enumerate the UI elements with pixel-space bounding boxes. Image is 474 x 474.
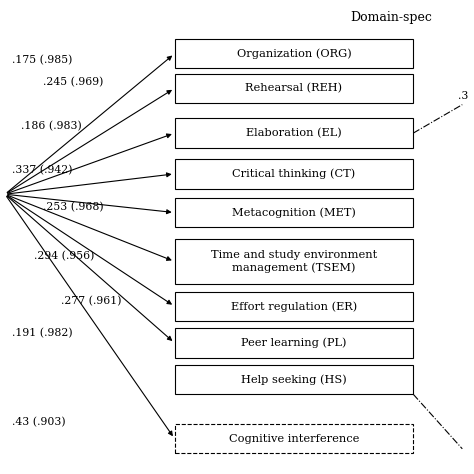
FancyBboxPatch shape bbox=[174, 198, 413, 227]
Text: Help seeking (HS): Help seeking (HS) bbox=[241, 374, 347, 385]
Text: Domain-spec: Domain-spec bbox=[351, 11, 433, 24]
FancyBboxPatch shape bbox=[174, 159, 413, 189]
FancyBboxPatch shape bbox=[174, 365, 413, 394]
Text: .43 (.903): .43 (.903) bbox=[12, 417, 65, 428]
Text: Metacognition (MET): Metacognition (MET) bbox=[232, 207, 356, 218]
Text: Elaboration (EL): Elaboration (EL) bbox=[246, 128, 342, 138]
FancyBboxPatch shape bbox=[174, 239, 413, 284]
Text: Peer learning (PL): Peer learning (PL) bbox=[241, 337, 346, 348]
Text: .191 (.982): .191 (.982) bbox=[12, 328, 73, 338]
Text: .3: .3 bbox=[458, 91, 468, 100]
Text: .337 (.942): .337 (.942) bbox=[12, 164, 72, 175]
Text: .186 (.983): .186 (.983) bbox=[21, 121, 82, 131]
FancyBboxPatch shape bbox=[174, 118, 413, 148]
Text: Critical thinking (CT): Critical thinking (CT) bbox=[232, 169, 356, 179]
Text: .175 (.985): .175 (.985) bbox=[12, 55, 72, 65]
Text: Effort regulation (ER): Effort regulation (ER) bbox=[231, 301, 357, 311]
Text: .253 (.968): .253 (.968) bbox=[43, 202, 103, 212]
FancyBboxPatch shape bbox=[174, 292, 413, 321]
Text: Time and study environment
management (TSEM): Time and study environment management (T… bbox=[211, 250, 377, 273]
FancyBboxPatch shape bbox=[174, 39, 413, 68]
FancyBboxPatch shape bbox=[174, 73, 413, 103]
Text: Rehearsal (REH): Rehearsal (REH) bbox=[246, 83, 342, 93]
FancyBboxPatch shape bbox=[174, 328, 413, 357]
FancyBboxPatch shape bbox=[174, 424, 413, 453]
Text: .245 (.969): .245 (.969) bbox=[43, 77, 103, 87]
Text: .294 (.956): .294 (.956) bbox=[34, 251, 94, 261]
Text: Cognitive interference: Cognitive interference bbox=[228, 434, 359, 444]
Text: Organization (ORG): Organization (ORG) bbox=[237, 48, 351, 59]
Text: .277 (.961): .277 (.961) bbox=[61, 296, 121, 306]
